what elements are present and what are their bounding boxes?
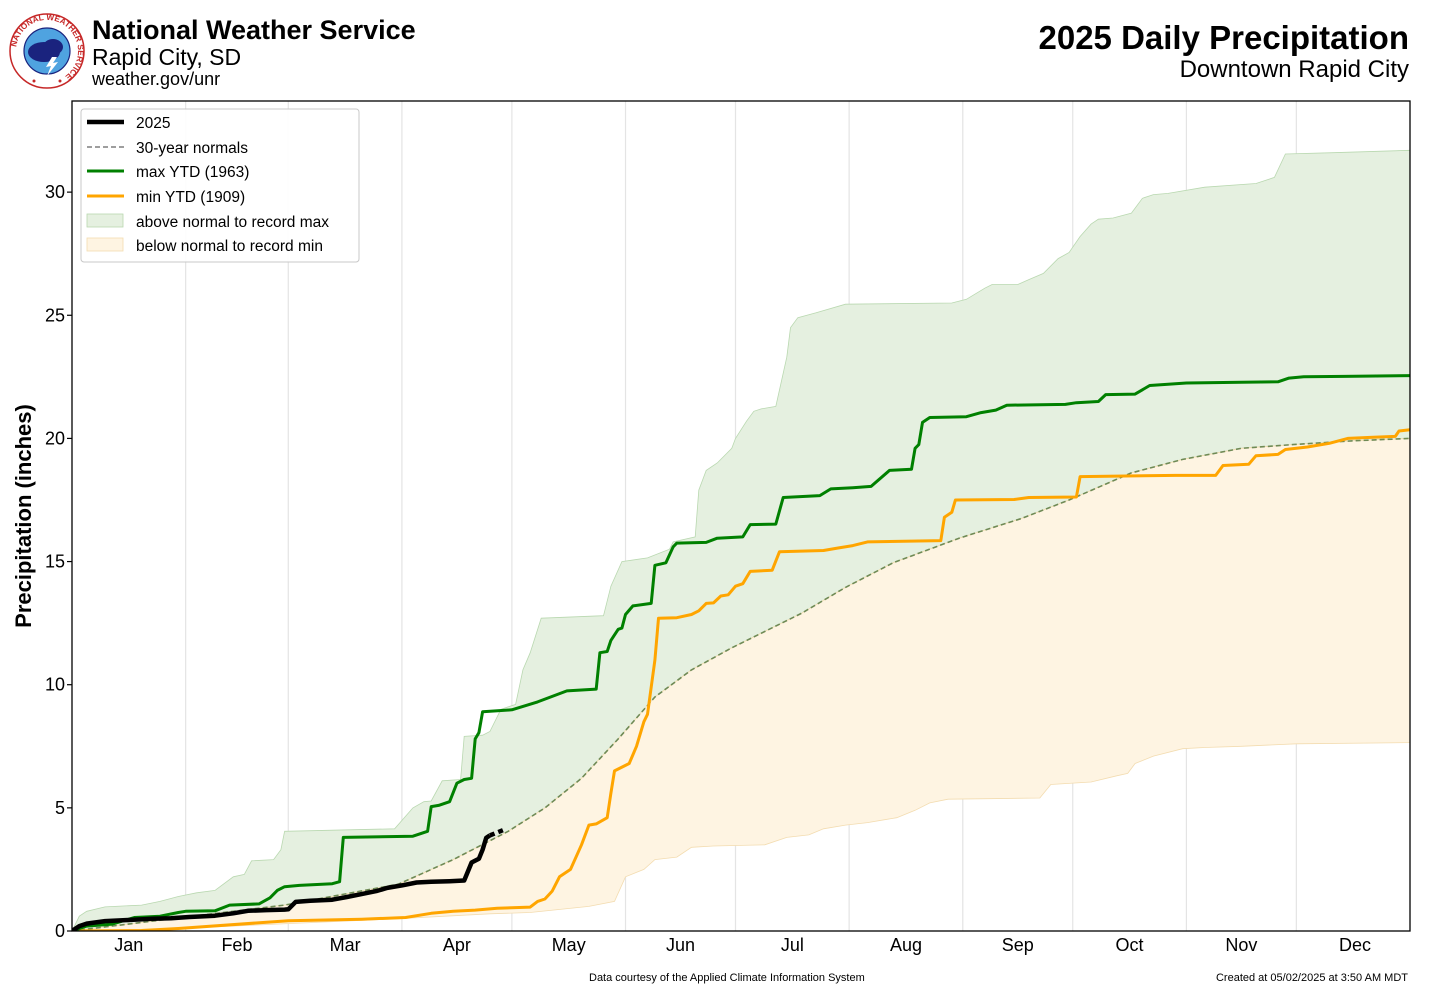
legend-label-max: max YTD (1963) — [136, 164, 249, 181]
x-tick-label-mar: Mar — [330, 935, 361, 955]
legend-swatch-above-fill — [86, 213, 124, 228]
series-min-ytd-line — [72, 428, 1410, 931]
legend-swatch-below-fill — [86, 237, 124, 252]
plot-frame — [71, 100, 1411, 932]
x-tick-label-jun: Jun — [666, 935, 695, 955]
chart-title-block: 2025 Daily Precipitation Downtown Rapid … — [1038, 19, 1410, 84]
y-tick-label-10: 10 — [45, 675, 65, 695]
legend-box — [80, 108, 360, 263]
series-layer — [72, 374, 1410, 931]
series-2025-estimate-line — [489, 827, 506, 838]
x-tick-label-feb: Feb — [221, 935, 252, 955]
x-tick-label-sep: Sep — [1002, 935, 1034, 955]
y-tick-label-5: 5 — [55, 798, 65, 818]
legend-label-2025: 2025 — [136, 115, 170, 132]
org-header: National Weather Service Rapid City, SD … — [92, 15, 416, 89]
org-site-link[interactable]: weather.gov/unr — [92, 68, 221, 89]
y-tick-label-0: 0 — [55, 921, 65, 941]
x-tick-label-nov: Nov — [1225, 935, 1257, 955]
org-name: National Weather Service — [92, 15, 416, 45]
chart-subtitle: Downtown Rapid City — [1179, 55, 1409, 83]
y-tick-label-20: 20 — [45, 428, 65, 448]
series-2025-line — [72, 833, 492, 931]
series-normals-line — [72, 437, 1410, 931]
legend-label-min: min YTD (1909) — [136, 189, 245, 206]
legend-label-above: above normal to record max — [136, 214, 329, 231]
y-tick-label-30: 30 — [45, 182, 65, 202]
nws-logo-icon: NATIONAL WEATHER SERVICE — [8, 12, 86, 90]
x-tick-label-oct: Oct — [1116, 935, 1144, 955]
org-city: Rapid City, SD — [92, 44, 242, 71]
x-tick-label-jul: Jul — [781, 935, 804, 955]
chart-title: 2025 Daily Precipitation — [1038, 19, 1410, 56]
legend-label-normals: 30-year normals — [136, 140, 248, 157]
x-tick-label-jan: Jan — [114, 935, 143, 955]
x-axis: Jan Feb Mar Apr May Jun Jul Aug Sep Oct Nov Dec — [114, 935, 1371, 955]
y-tick-label-25: 25 — [45, 305, 65, 325]
created-timestamp: Created at 05/02/2025 at 3:50 AM MDT — [1215, 972, 1408, 984]
y-tick-label-15: 15 — [45, 552, 65, 572]
series-max-ytd-line — [72, 374, 1410, 931]
x-tick-label-dec: Dec — [1339, 935, 1371, 955]
y-axis: 0 5 10 15 20 25 30 — [45, 182, 72, 941]
x-tick-label-aug: Aug — [890, 935, 922, 955]
x-tick-label-may: May — [552, 935, 586, 955]
legend: 2025 30-year normals max YTD (1963) min … — [80, 108, 360, 263]
y-axis-label: Precipitation (inches) — [11, 404, 36, 628]
nws-logo-graphic: NATIONAL WEATHER SERVICE — [9, 13, 85, 89]
legend-label-below: below normal to record min — [136, 238, 323, 255]
data-credit: Data courtesy of the Applied Climate Inf… — [589, 972, 865, 984]
x-tick-label-apr: Apr — [443, 935, 471, 955]
